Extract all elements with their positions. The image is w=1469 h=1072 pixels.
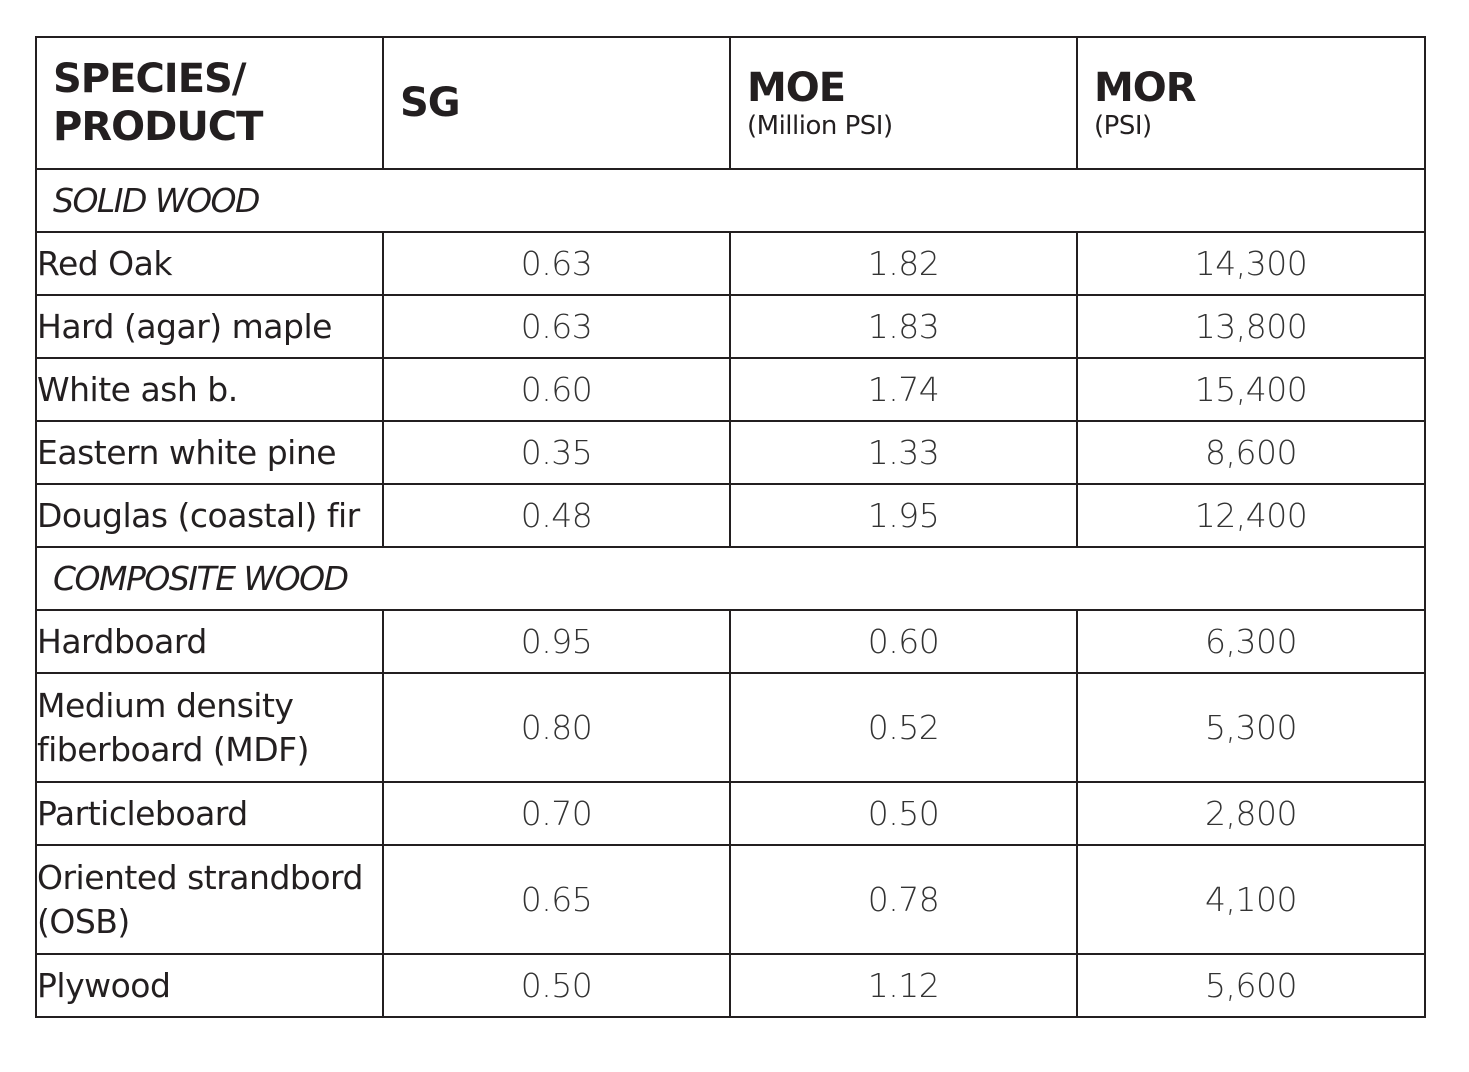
moe-value: 0.52 [729, 672, 1078, 783]
header-moe-unit: (Million PSI) [747, 111, 893, 141]
moe-value: 1.82 [729, 231, 1078, 296]
moe-value: 0.60 [729, 609, 1078, 674]
sg-value: 0.48 [382, 483, 731, 548]
sg-value: 0.63 [382, 294, 731, 359]
header-mor: MOR (PSI) [1076, 36, 1426, 170]
table-row: Red Oak 0.63 1.82 14,300 [35, 231, 1426, 296]
table-row: White ash b. 0.60 1.74 15,400 [35, 357, 1426, 422]
product-name: Particleboard [35, 781, 384, 846]
table-row: Hard (agar) maple 0.63 1.83 13,800 [35, 294, 1426, 359]
mor-value: 2,800 [1076, 781, 1426, 846]
sg-value: 0.80 [382, 672, 731, 783]
section-title: COMPOSITE WOOD [35, 546, 1426, 611]
table-row: Plywood 0.50 1.12 5,600 [35, 953, 1426, 1018]
header-mor-unit: (PSI) [1094, 111, 1152, 141]
mor-value: 14,300 [1076, 231, 1426, 296]
sg-value: 0.35 [382, 420, 731, 485]
moe-value: 1.12 [729, 953, 1078, 1018]
section-row-composite-wood: COMPOSITE WOOD [35, 546, 1426, 611]
table-row: Oriented strandbord (OSB) 0.65 0.78 4,10… [35, 844, 1426, 955]
moe-value: 0.50 [729, 781, 1078, 846]
header-sg: SG [382, 36, 731, 170]
moe-value: 0.78 [729, 844, 1078, 955]
sg-value: 0.50 [382, 953, 731, 1018]
sg-value: 0.63 [382, 231, 731, 296]
species-name: Eastern white pine [35, 420, 384, 485]
header-species-label: SPECIES/ PRODUCT [53, 56, 263, 150]
wood-properties-table: SPECIES/ PRODUCT SG MOE (Million PSI) MO… [35, 36, 1426, 1018]
species-name: White ash b. [35, 357, 384, 422]
header-moe-label: MOE [747, 65, 846, 111]
mor-value: 4,100 [1076, 844, 1426, 955]
sg-value: 0.70 [382, 781, 731, 846]
header-sg-label: SG [400, 80, 461, 126]
sg-value: 0.60 [382, 357, 731, 422]
mor-value: 8,600 [1076, 420, 1426, 485]
species-name: Douglas (coastal) fir [35, 483, 384, 548]
product-name: Medium density fiberboard (MDF) [35, 672, 384, 783]
mor-value: 5,300 [1076, 672, 1426, 783]
section-row-solid-wood: SOLID WOOD [35, 168, 1426, 233]
header-species: SPECIES/ PRODUCT [35, 36, 384, 170]
header-row: SPECIES/ PRODUCT SG MOE (Million PSI) MO… [35, 36, 1426, 170]
mor-value: 5,600 [1076, 953, 1426, 1018]
product-name: Hardboard [35, 609, 384, 674]
mor-value: 12,400 [1076, 483, 1426, 548]
table-row: Hardboard 0.95 0.60 6,300 [35, 609, 1426, 674]
moe-value: 1.95 [729, 483, 1078, 548]
table-row: Eastern white pine 0.35 1.33 8,600 [35, 420, 1426, 485]
mor-value: 13,800 [1076, 294, 1426, 359]
table-row: Douglas (coastal) fir 0.48 1.95 12,400 [35, 483, 1426, 548]
species-name: Red Oak [35, 231, 384, 296]
moe-value: 1.33 [729, 420, 1078, 485]
sg-value: 0.65 [382, 844, 731, 955]
product-name: Plywood [35, 953, 384, 1018]
mor-value: 15,400 [1076, 357, 1426, 422]
mor-value: 6,300 [1076, 609, 1426, 674]
section-title: SOLID WOOD [35, 168, 1426, 233]
header-mor-label: MOR [1094, 65, 1197, 111]
sg-value: 0.95 [382, 609, 731, 674]
header-moe: MOE (Million PSI) [729, 36, 1078, 170]
species-name: Hard (agar) maple [35, 294, 384, 359]
moe-value: 1.74 [729, 357, 1078, 422]
product-name: Oriented strandbord (OSB) [35, 844, 384, 955]
table-row: Medium density fiberboard (MDF) 0.80 0.5… [35, 672, 1426, 783]
moe-value: 1.83 [729, 294, 1078, 359]
table-row: Particleboard 0.70 0.50 2,800 [35, 781, 1426, 846]
